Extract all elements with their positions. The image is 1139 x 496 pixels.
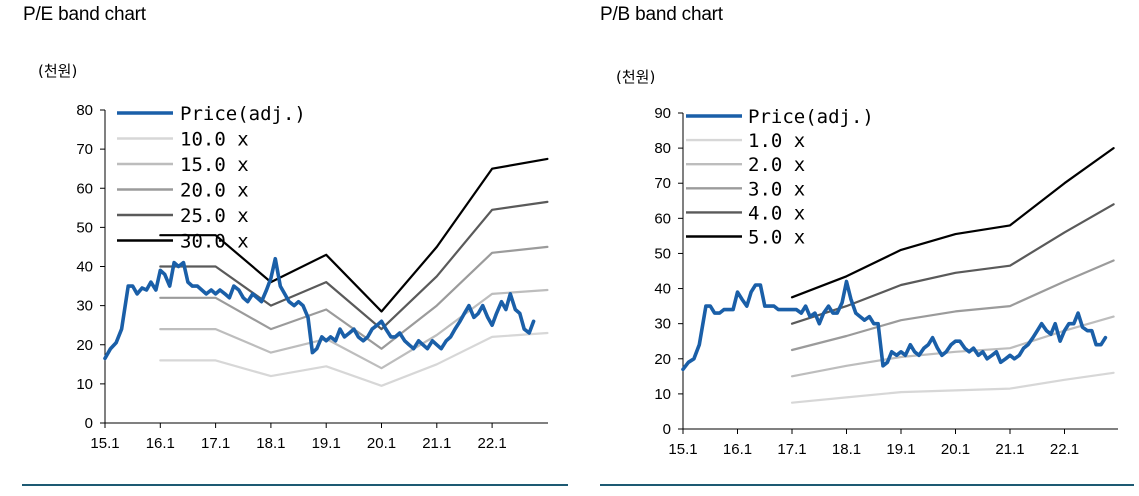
pe-bottom-rule (22, 484, 568, 486)
pb-y-tick-label: 0 (663, 421, 671, 438)
pb-x-tick-label: 17.1 (777, 441, 806, 458)
pe-y-tick-label: 20 (76, 337, 93, 354)
pe-legend-label: 30.0 x (180, 231, 249, 253)
pb-chart-title: P/B band chart (600, 4, 723, 25)
pb-legend-label: 5.0 x (748, 227, 805, 249)
pb-series-line-band-5 (790, 147, 1115, 299)
pb-y-tick-label: 60 (654, 210, 671, 227)
pb-y-tick-label: 10 (654, 386, 671, 403)
pe-legend-label: 10.0 x (180, 129, 249, 151)
pb-x-tick-label: 22.1 (1050, 441, 1079, 458)
pb-series-line-band-3 (790, 259, 1115, 352)
pb-series-line-price (681, 279, 1108, 372)
pb-x-tick-label: 18.1 (832, 441, 861, 458)
pb-legend-label: 2.0 x (748, 154, 805, 176)
pe-unit-label: (천원) (38, 62, 78, 80)
pe-series-line-band-2 (159, 288, 549, 370)
pb-x-tick-label: 15.1 (668, 441, 697, 458)
pe-x-tick-label: 17.1 (201, 435, 230, 452)
pe-x-tick-label: 18.1 (256, 435, 285, 452)
pe-y-tick-label: 40 (76, 259, 93, 276)
pb-series-line-band-4 (790, 203, 1115, 325)
pb-x-tick-label: 16.1 (723, 441, 752, 458)
pe-chart-title: P/E band chart (23, 4, 146, 25)
pe-series-line-band-1 (159, 331, 549, 387)
pe-y-tick-label: 10 (76, 376, 93, 393)
pe-series-line-band-3 (159, 245, 549, 350)
pb-x-tick-label: 21.1 (995, 441, 1024, 458)
pb-y-tick-label: 80 (654, 140, 671, 157)
pe-legend-label: 15.0 x (180, 154, 249, 176)
pe-legend-label: Price(adj.) (180, 103, 306, 125)
pe-y-tick-label: 50 (76, 219, 93, 236)
pe-series-line-band-5 (159, 157, 549, 313)
pe-y-tick-label: 30 (76, 298, 93, 315)
pe-y-tick-label: 70 (76, 141, 93, 158)
pb-x-tick-label: 20.1 (941, 441, 970, 458)
pb-x-tick-label: 19.1 (886, 441, 915, 458)
pe-y-tick-label: 60 (76, 180, 93, 197)
pb-legend-label: Price(adj.) (748, 106, 874, 128)
pe-y-tick-label: 80 (76, 102, 93, 119)
pe-x-tick-label: 20.1 (367, 435, 396, 452)
pe-x-tick-label: 22.1 (477, 435, 506, 452)
pb-y-tick-label: 70 (654, 175, 671, 192)
pb-legend-label: 1.0 x (748, 130, 805, 152)
pb-bottom-rule (600, 484, 1134, 486)
pe-y-tick-label: 0 (85, 415, 93, 432)
pe-legend-label: 25.0 x (180, 205, 249, 227)
pe-x-tick-label: 19.1 (312, 435, 341, 452)
pe-x-tick-label: 15.1 (90, 435, 119, 452)
pe-legend-label: 20.0 x (180, 180, 249, 202)
pe-series-line-price (103, 256, 536, 361)
pb-legend-label: 3.0 x (748, 178, 805, 200)
pb-series-line-band-1 (790, 371, 1115, 404)
pe-x-tick-label: 21.1 (422, 435, 451, 452)
pb-legend-label: 4.0 x (748, 202, 805, 224)
pb-unit-label: (천원) (616, 68, 656, 86)
pb-y-tick-label: 20 (654, 351, 671, 368)
pb-series-line-band-2 (790, 315, 1115, 378)
pe-series-line-band-4 (159, 200, 549, 331)
pb-y-tick-label: 90 (654, 105, 671, 122)
pe-x-tick-label: 16.1 (146, 435, 175, 452)
pb-y-tick-label: 50 (654, 245, 671, 262)
pb-y-tick-label: 40 (654, 281, 671, 298)
pb-y-tick-label: 30 (654, 316, 671, 333)
